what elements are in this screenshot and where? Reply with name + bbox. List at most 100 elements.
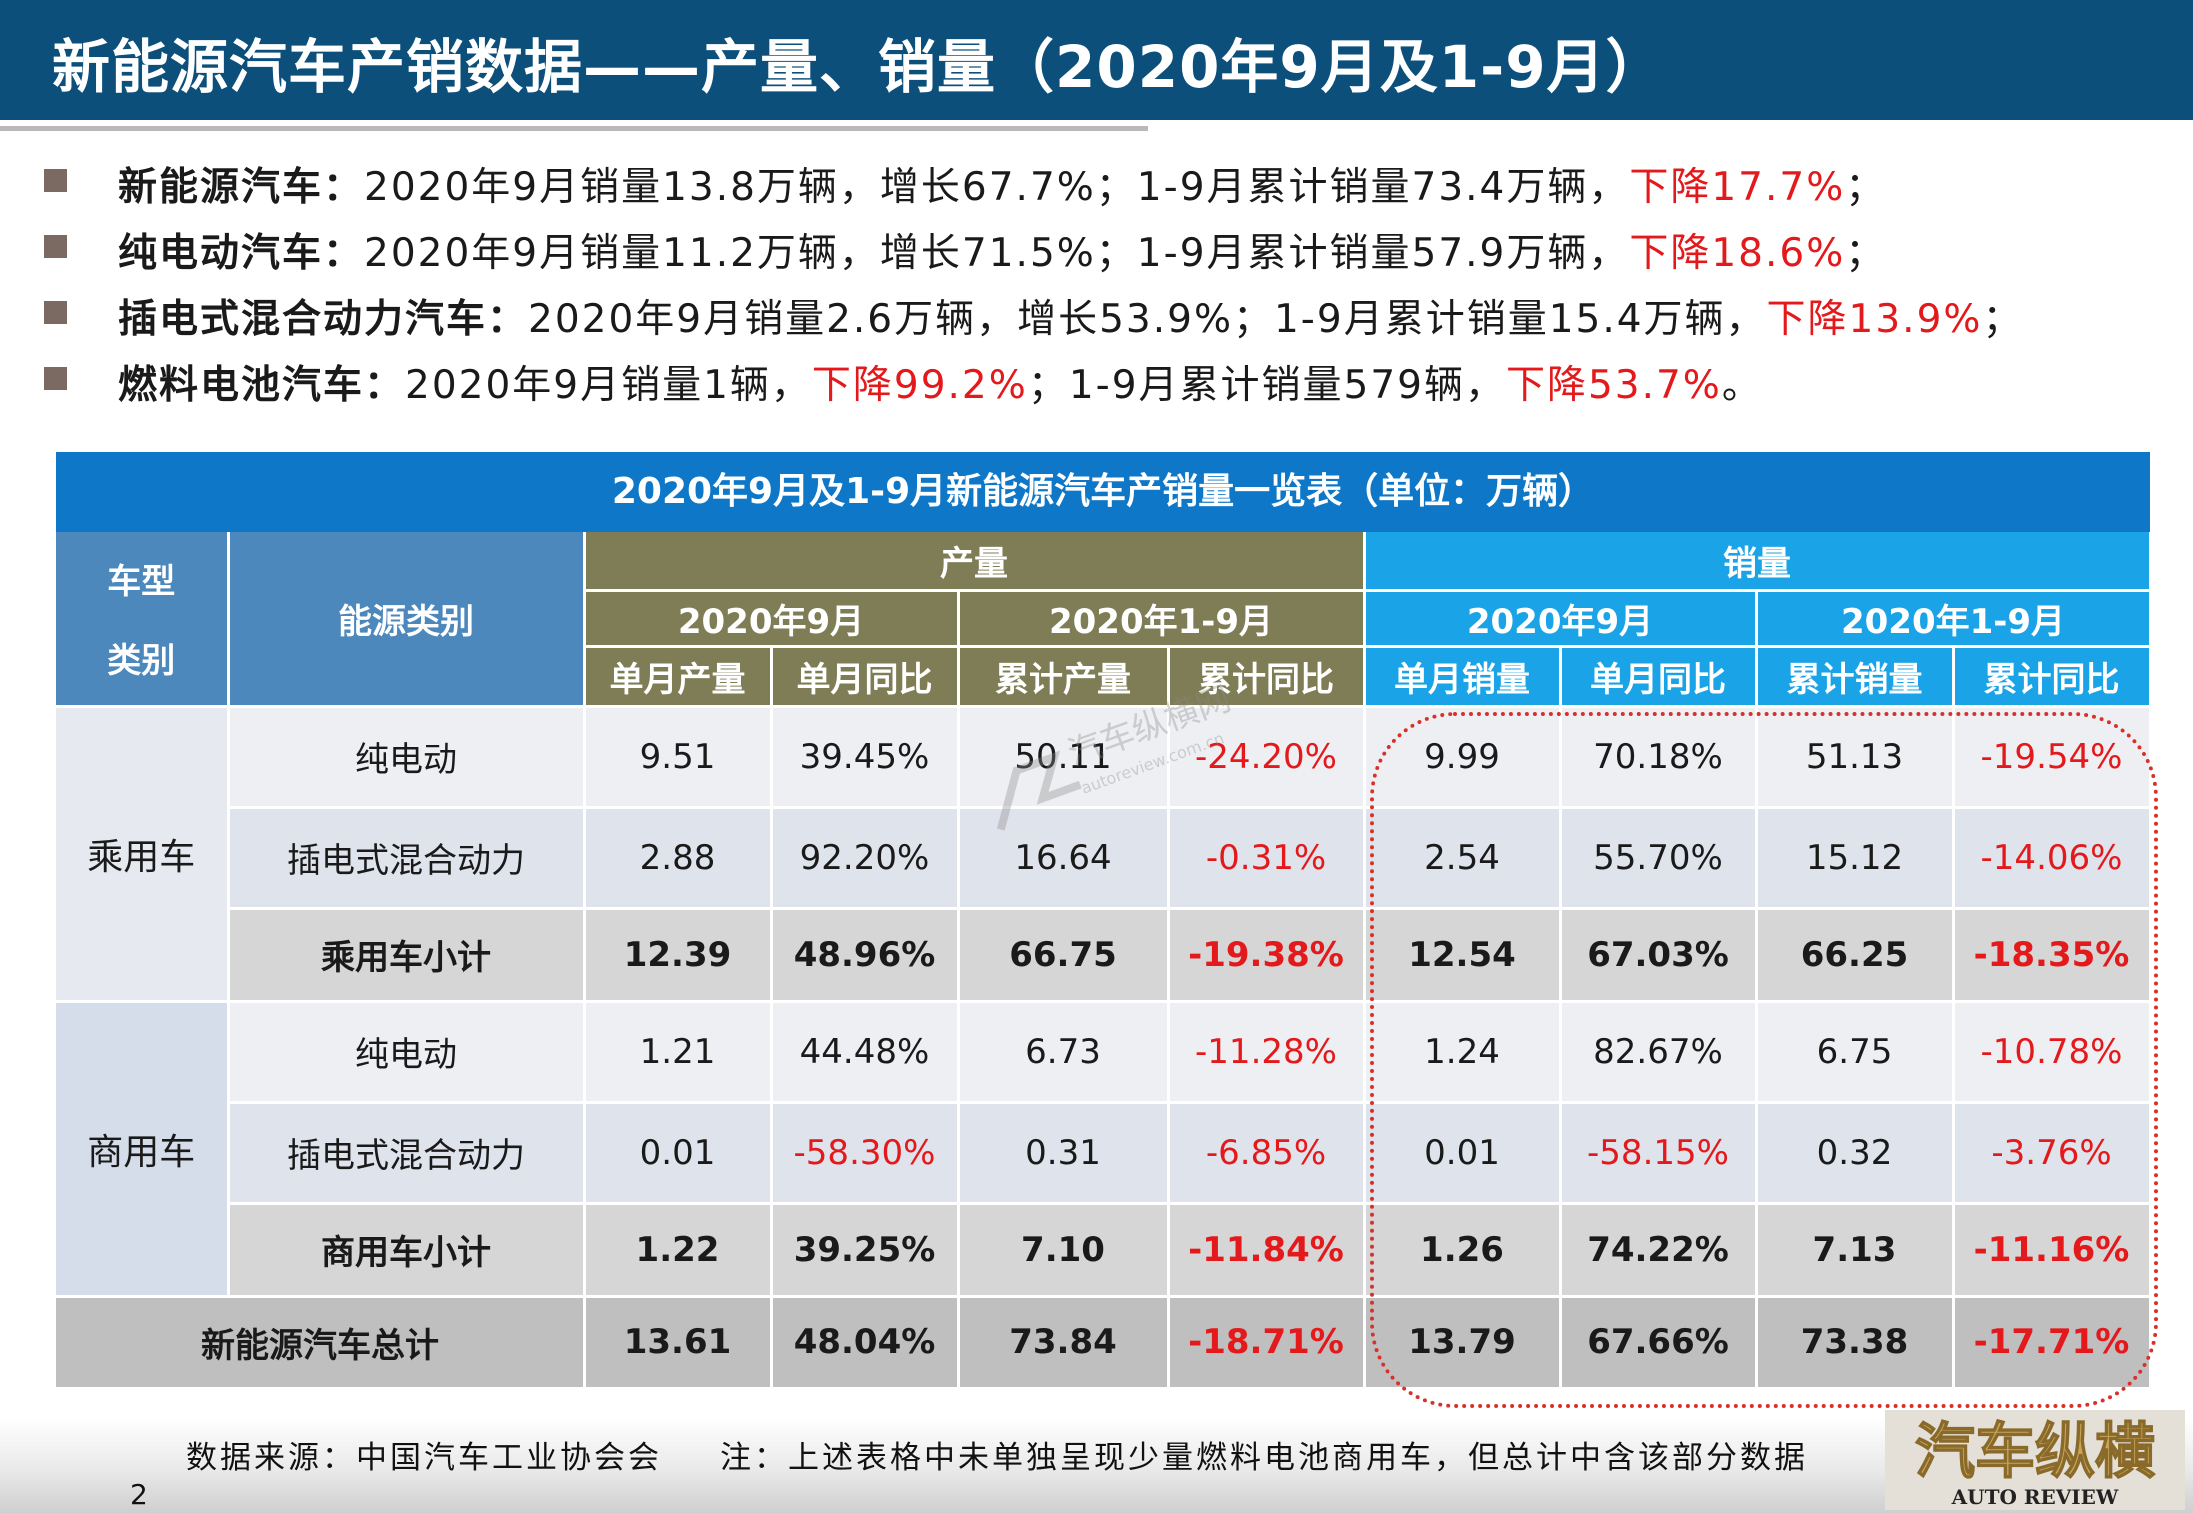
energy-label: 商用车小计: [228, 1203, 586, 1298]
cell: 16.64: [958, 807, 1170, 910]
cell: 7.10: [958, 1203, 1170, 1298]
cell: 6.73: [958, 1001, 1170, 1104]
header-prod-month: 2020年9月: [584, 590, 960, 648]
summary-bullets: 新能源汽车：2020年9月销量13.8万辆，增长67.7%；1-9月累计销量73…: [44, 152, 2164, 416]
cell: 44.48%: [771, 1001, 960, 1104]
header-col: 单月产量: [584, 646, 773, 708]
logo-en-text: AUTO REVIEW: [1951, 1485, 2119, 1509]
cell: -58.30%: [771, 1102, 960, 1205]
cell: 12.54: [1364, 908, 1562, 1003]
cell: 48.04%: [771, 1296, 960, 1390]
header-production: 产量: [584, 532, 1366, 592]
energy-label: 纯电动: [228, 1001, 586, 1104]
bullet-phev: 插电式混合动力汽车：2020年9月销量2.6万辆，增长53.9%；1-9月累计销…: [44, 284, 2164, 350]
cell: 39.25%: [771, 1203, 960, 1298]
table-row: 乘用车 纯电动 9.51 39.45% 50.11 -24.20% 9.99 7…: [56, 706, 2152, 1003]
bullet-label: 新能源汽车：: [118, 165, 365, 210]
cell: -58.15%: [1560, 1102, 1758, 1205]
cell: -3.76%: [1953, 1102, 2152, 1205]
cell: 1.24: [1364, 1001, 1562, 1104]
header-prod-ytd: 2020年1-9月: [958, 590, 1366, 648]
cell: 70.18%: [1560, 706, 1758, 809]
cell: 0.32: [1756, 1102, 1955, 1205]
cell: 66.25: [1756, 908, 1955, 1003]
cell: -19.38%: [1168, 908, 1366, 1003]
bullet-decline: 下降17.7%: [1629, 165, 1846, 210]
cell: 0.01: [1364, 1102, 1562, 1205]
cell: 50.11: [958, 706, 1170, 809]
footer-source-line: 数据来源：中国汽车工业协会会 注：上述表格中未单独呈现少量燃料电池商用车，但总计中…: [186, 1432, 1808, 1477]
table-row-subtotal: 乘用车小计 12.39 48.96% 66.75 -19.38% 12.54 6…: [56, 908, 2152, 1003]
table-title: 2020年9月及1-9月新能源汽车产销量一览表（单位：万辆）: [56, 452, 2150, 532]
bullet-tail: ；: [1845, 231, 1887, 276]
footer-note: 注：上述表格中未单独呈现少量燃料电池商用车，但总计中含该部分数据: [720, 1440, 1808, 1476]
header-col: 单月同比: [771, 646, 960, 708]
cell: 0.31: [958, 1102, 1170, 1205]
cell: -17.71%: [1953, 1296, 2152, 1390]
cell: -18.35%: [1953, 908, 2152, 1003]
title-divider: [0, 126, 1148, 131]
header-vehicle-type: 车型 类别: [56, 532, 230, 708]
cell: 73.84: [958, 1296, 1170, 1390]
footer-band: [0, 1418, 2193, 1513]
cell: -19.54%: [1953, 706, 2152, 809]
bullet-label: 燃料电池汽车：: [118, 363, 406, 408]
bullet-decline: 下降13.9%: [1766, 297, 1983, 342]
header-col: 累计销量: [1756, 646, 1955, 708]
cell: 1.21: [584, 1001, 773, 1104]
cell: -11.84%: [1168, 1203, 1366, 1298]
cell: 2.88: [584, 807, 773, 910]
logo-cn-text: 汽车纵横: [1915, 1417, 2155, 1487]
header-col: 累计同比: [1953, 646, 2152, 708]
cell: 13.79: [1364, 1296, 1562, 1390]
header-energy-type: 能源类别: [228, 532, 586, 708]
bullet-text: 2020年9月销量2.6万辆，增长53.9%；1-9月累计销量15.4万辆，: [528, 297, 1767, 342]
cell: -18.71%: [1168, 1296, 1366, 1390]
cell: -11.28%: [1168, 1001, 1366, 1104]
bullet-text: 2020年9月销量11.2万辆，增长71.5%；1-9月累计销量57.9万辆，: [364, 231, 1630, 276]
header-vehicle-type-line2: 类别: [107, 641, 176, 682]
nev-production-sales-table: 2020年9月及1-9月新能源汽车产销量一览表（单位：万辆） 车型 类别 能源类…: [56, 452, 2152, 1390]
title-bar: 新能源汽车产销数据——产量、销量（2020年9月及1-9月）: [0, 0, 2193, 120]
bullet-square-icon: [44, 169, 67, 192]
cell: 12.39: [584, 908, 773, 1003]
header-vehicle-type-line1: 车型: [107, 562, 176, 603]
table-row: 商用车 纯电动 1.21 44.48% 6.73 -11.28% 1.24 82…: [56, 1001, 2152, 1298]
header-col: 累计产量: [958, 646, 1170, 708]
cell: 1.22: [584, 1203, 773, 1298]
bullet-tail: 。: [1721, 363, 1763, 408]
header-col: 单月同比: [1560, 646, 1758, 708]
cell: 74.22%: [1560, 1203, 1758, 1298]
header-sales: 销量: [1364, 532, 2152, 592]
bullet-square-icon: [44, 235, 67, 258]
data-table: 车型 类别 能源类别 产量 销量 2020年9月 2020年1-9月 2020年…: [56, 532, 2152, 1390]
cell: 66.75: [958, 908, 1170, 1003]
cell: 82.67%: [1560, 1001, 1758, 1104]
bullet-label: 纯电动汽车：: [118, 231, 365, 276]
cell: 9.99: [1364, 706, 1562, 809]
auto-review-logo: 汽车纵横 AUTO REVIEW: [1885, 1410, 2185, 1510]
energy-label: 插电式混合动力: [228, 1102, 586, 1205]
cell: 1.26: [1364, 1203, 1562, 1298]
bullet-tail: ；: [1982, 297, 2024, 342]
header-sales-ytd: 2020年1-9月: [1756, 590, 2152, 648]
cell: -6.85%: [1168, 1102, 1366, 1205]
bullet-bev: 纯电动汽车：2020年9月销量11.2万辆，增长71.5%；1-9月累计销量57…: [44, 218, 2164, 284]
page-number: 2: [130, 1478, 148, 1511]
bullet-decline-2: 下降53.7%: [1505, 363, 1722, 408]
footer-source: 数据来源：中国汽车工业协会会: [186, 1440, 662, 1476]
cell: -0.31%: [1168, 807, 1366, 910]
cell: 15.12: [1756, 807, 1955, 910]
bullet-decline: 下降18.6%: [1629, 231, 1846, 276]
bullet-square-icon: [44, 367, 67, 390]
cell: 6.75: [1756, 1001, 1955, 1104]
cell: 2.54: [1364, 807, 1562, 910]
energy-label: 纯电动: [228, 706, 586, 809]
cell: -11.16%: [1953, 1203, 2152, 1298]
table-row: 插电式混合动力 2.88 92.20% 16.64 -0.31% 2.54 55…: [56, 807, 2152, 910]
bullet-decline: 下降99.2%: [811, 363, 1028, 408]
table-row-total: 新能源汽车总计 13.61 48.04% 73.84 -18.71% 13.79…: [56, 1296, 2152, 1390]
cell: 13.61: [584, 1296, 773, 1390]
cell: 55.70%: [1560, 807, 1758, 910]
cell: 73.38: [1756, 1296, 1955, 1390]
